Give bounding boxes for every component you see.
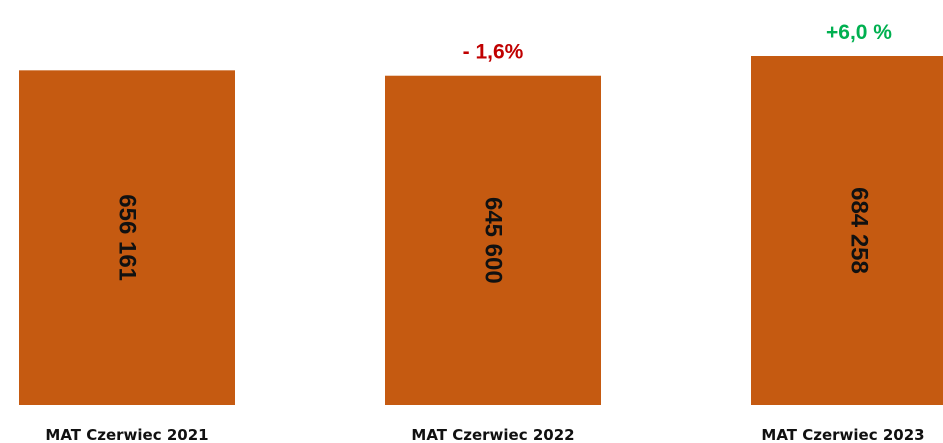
category-label-2: MAT Czerwiec 2022	[411, 426, 574, 443]
bar-3	[751, 56, 943, 405]
labels-layer: 656 161 MAT Czerwiec 2021 645 600 - 1,6% MAT…	[45, 21, 924, 443]
change-label-2: - 1,6%	[463, 41, 524, 64]
category-label-3: MAT Czerwiec 2023	[761, 426, 924, 443]
bars-layer	[19, 56, 943, 406]
bar-1	[19, 70, 235, 406]
bar-value-label-3: 684 258	[846, 187, 873, 274]
bar-value-label-2: 645 600	[480, 197, 507, 284]
bar-2	[385, 75, 601, 405]
bar-value-label-1: 656 161	[114, 194, 141, 281]
change-label-3: +6,0 %	[826, 21, 892, 44]
category-label-1: MAT Czerwiec 2021	[45, 426, 208, 443]
